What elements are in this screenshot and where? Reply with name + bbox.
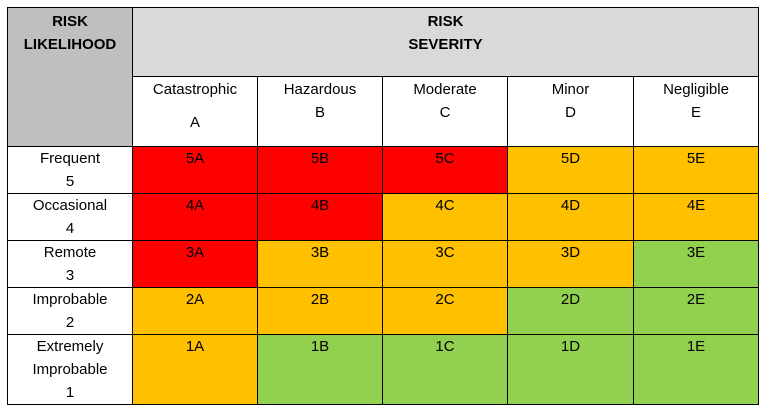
risk-cell-3d: 3D: [507, 240, 634, 288]
risk-cell-1c: 1C: [382, 334, 508, 405]
risk-cell-2c: 2C: [382, 287, 508, 335]
likelihood-header-line2: LIKELIHOOD: [23, 36, 117, 53]
severity-header-a: Catastrophic A: [132, 76, 258, 147]
risk-cell-3b: 3B: [257, 240, 383, 288]
severity-header-e: Negligible E: [632, 76, 760, 147]
risk-cell-2e: 2E: [632, 287, 760, 335]
likelihood-label: Remote 3: [7, 240, 133, 288]
risk-cell-2a: 2A: [132, 287, 258, 335]
severity-header-line1: RISK: [427, 13, 464, 30]
severity-letter: B: [314, 104, 325, 121]
matrix-row: Remote 3 3A 3B 3C 3D 3E: [7, 240, 760, 288]
risk-cell-5a: 5A: [132, 146, 258, 194]
risk-cell-5d: 5D: [507, 146, 634, 194]
risk-cell-4e: 4E: [632, 193, 760, 241]
severity-letter: E: [691, 104, 702, 121]
matrix-row: Extremely Improbable 1 1A 1B 1C 1D 1E: [7, 334, 760, 405]
severity-letter: A: [189, 114, 200, 131]
risk-severity-header: RISK SEVERITY: [131, 7, 760, 77]
severity-name: Negligible: [663, 81, 729, 98]
risk-cell-2b: 2B: [257, 287, 383, 335]
severity-name: Moderate: [413, 81, 477, 98]
likelihood-label-line: 3: [65, 267, 75, 284]
severity-header-line2: SEVERITY: [408, 36, 483, 53]
severity-header-b: Hazardous B: [257, 76, 383, 147]
risk-cell-2d: 2D: [507, 287, 634, 335]
matrix-row: Improbable 2 2A 2B 2C 2D 2E: [7, 287, 760, 335]
severity-letter: C: [439, 104, 451, 121]
matrix-body: Frequent 5 5A 5B 5C 5D 5E Occasional 4 4A 4B 4C 4D 4E…: [7, 146, 760, 405]
likelihood-label-line: Remote: [43, 244, 97, 261]
likelihood-label-line: Extremely: [36, 338, 104, 355]
header-row: RISK LIKELIHOOD RISK SEVERITY: [7, 7, 760, 147]
likelihood-label-line: 5: [65, 173, 75, 190]
severity-header-c: Moderate C: [382, 76, 508, 147]
risk-cell-4c: 4C: [382, 193, 508, 241]
risk-likelihood-header: RISK LIKELIHOOD: [7, 7, 133, 147]
severity-name: Minor: [551, 81, 590, 98]
likelihood-label-line: 1: [65, 384, 75, 401]
risk-cell-1a: 1A: [132, 334, 258, 405]
risk-cell-1b: 1B: [257, 334, 383, 405]
risk-cell-3c: 3C: [382, 240, 508, 288]
likelihood-label-line: Frequent: [39, 150, 101, 167]
risk-cell-1e: 1E: [632, 334, 760, 405]
likelihood-label-line: Occasional: [32, 197, 108, 214]
likelihood-label: Improbable 2: [7, 287, 133, 335]
risk-cell-1d: 1D: [507, 334, 634, 405]
severity-labels-row: Catastrophic A Hazardous B Moderate C Minor D Ne…: [8, 76, 760, 147]
matrix-row: Occasional 4 4A 4B 4C 4D 4E: [7, 193, 760, 241]
risk-cell-5c: 5C: [382, 146, 508, 194]
risk-cell-5b: 5B: [257, 146, 383, 194]
severity-name: Catastrophic: [152, 81, 238, 98]
risk-cell-4b: 4B: [257, 193, 383, 241]
likelihood-label-line: 2: [65, 314, 75, 331]
likelihood-label: Occasional 4: [7, 193, 133, 241]
severity-name: Hazardous: [283, 81, 357, 98]
severity-header-d: Minor D: [507, 76, 634, 147]
likelihood-label-line: Improbable: [32, 361, 108, 378]
risk-cell-3a: 3A: [132, 240, 258, 288]
risk-cell-5e: 5E: [632, 146, 760, 194]
likelihood-label-line: 4: [65, 220, 75, 237]
likelihood-label-line: Improbable: [32, 291, 108, 308]
risk-cell-4d: 4D: [507, 193, 634, 241]
severity-letter: D: [565, 104, 576, 121]
likelihood-header-line1: RISK: [52, 13, 88, 30]
matrix-row: Frequent 5 5A 5B 5C 5D 5E: [7, 146, 760, 194]
likelihood-label: Frequent 5: [7, 146, 133, 194]
risk-matrix-table: RISK LIKELIHOOD RISK SEVERITY Catastroph…: [7, 7, 760, 405]
likelihood-label: Extremely Improbable 1: [7, 334, 133, 405]
risk-cell-4a: 4A: [132, 193, 258, 241]
risk-cell-3e: 3E: [632, 240, 760, 288]
